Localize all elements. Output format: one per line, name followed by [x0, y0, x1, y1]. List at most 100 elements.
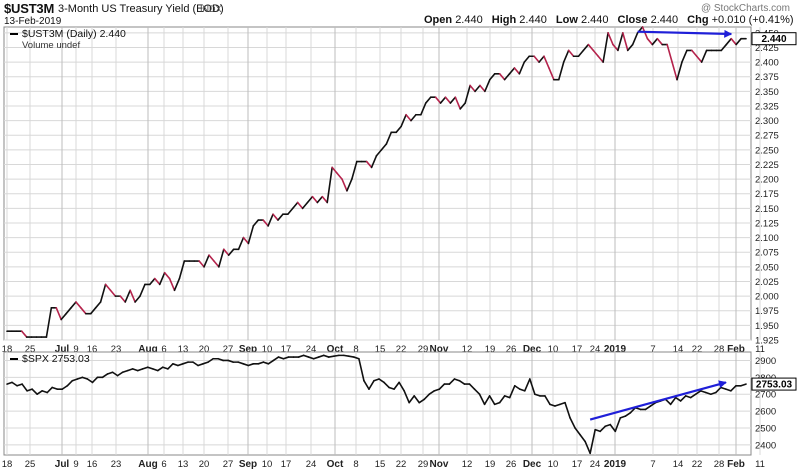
x-tick-label: 20: [199, 459, 210, 470]
chg-label: Chg: [687, 14, 709, 26]
series-segment: [121, 369, 129, 374]
series-segment: [587, 43, 595, 52]
x-tick-label: 10: [262, 344, 273, 355]
series-segment: [689, 393, 697, 399]
series-segment: [287, 207, 294, 216]
series-segment: [398, 381, 405, 392]
x-tick-label: 17: [281, 344, 292, 355]
series-segment: [651, 37, 659, 46]
y-tick-label: 2.275: [755, 131, 779, 142]
series-segment: [423, 393, 431, 401]
y-tick-label: 2600: [755, 407, 776, 418]
y-tick-label: 2400: [755, 440, 776, 451]
series-segment: [129, 289, 136, 303]
series-segment: [666, 43, 673, 63]
x-tick-label: 2019: [604, 344, 627, 355]
symbol-description: 3-Month US Treasury Yield (EOD): [58, 3, 224, 15]
series-segment: [626, 43, 634, 52]
series-segment: [518, 61, 526, 75]
series-segment: [567, 49, 575, 58]
series-segment: [119, 295, 127, 303]
series-segment: [311, 195, 319, 204]
last-value-label: 2753.03: [756, 380, 793, 391]
ust3m-panel: 1.925 1.950 1.975 2.000 2.025 2.050 2.075 2.100…: [2, 26, 797, 355]
chg-value: +0.010 (+0.41%): [711, 14, 794, 26]
series-segment: [65, 307, 72, 315]
series-segment: [469, 84, 476, 93]
series-segment: [483, 395, 491, 406]
series-segment: [725, 37, 733, 46]
x-tick-label: 7: [650, 344, 655, 355]
series-segment: [11, 381, 18, 387]
x-tick-label: 20: [199, 344, 210, 355]
series-segment: [453, 378, 461, 382]
x-tick-label: 13: [178, 344, 189, 355]
series-segment: [597, 55, 604, 63]
legend-label: $SPX 2753.03: [22, 353, 90, 365]
series-segment: [604, 423, 612, 428]
x-tick-label: 24: [306, 459, 317, 470]
x-tick-label: Jul: [55, 459, 70, 470]
high-value: 2.440: [519, 14, 547, 26]
series-segment: [609, 423, 617, 433]
series-segment: [383, 381, 390, 389]
series-segment: [321, 195, 329, 204]
y-tick-label: 2.025: [755, 277, 779, 288]
series-line: [6, 354, 747, 455]
y-tick-label: 2.125: [755, 218, 779, 229]
series-segment: [291, 201, 299, 210]
series-segment: [222, 248, 230, 256]
series-segment: [75, 301, 82, 309]
series-segment: [373, 378, 380, 382]
x-tick-label: Feb: [727, 344, 745, 355]
series-segment: [674, 396, 682, 402]
series-segment: [358, 357, 365, 382]
series-segment: [296, 201, 304, 210]
series-segment: [614, 417, 622, 433]
series-segment: [217, 357, 224, 362]
series-segment: [267, 213, 274, 227]
ohlc-readout: Open 2.440 High 2.440 Low 2.440 Close 2.…: [424, 14, 800, 26]
series-segment: [227, 359, 235, 363]
series-segment: [91, 376, 99, 384]
series-segment: [331, 166, 338, 175]
series-segment: [267, 359, 275, 365]
series-segment: [151, 368, 159, 372]
chart-date: 13-Feb-2019: [4, 16, 62, 27]
series-segment: [237, 361, 245, 365]
low-label: Low: [555, 14, 578, 26]
series-segment: [395, 125, 402, 134]
series-segment: [710, 391, 717, 396]
series-segment: [316, 195, 324, 204]
series-segment: [629, 406, 637, 414]
series-segment: [203, 254, 210, 268]
x-tick-label: 12: [462, 459, 473, 470]
series-segment: [518, 388, 526, 392]
series-segment: [592, 49, 600, 58]
series-segment: [351, 160, 358, 180]
series-segment: [529, 378, 536, 396]
series-segment: [111, 371, 119, 377]
y-tick-label: 2.175: [755, 189, 779, 200]
series-segment: [139, 283, 146, 297]
x-tick-label: 22: [692, 344, 703, 355]
x-tick-label: 9: [73, 459, 78, 470]
series-segment: [378, 378, 385, 384]
series-segment: [375, 149, 383, 157]
x-tick-label: 8: [353, 459, 358, 470]
series-segment: [197, 363, 204, 367]
series-segment: [649, 401, 657, 407]
series-segment: [272, 356, 280, 362]
series-segment: [671, 61, 678, 81]
x-tick-label: Sep: [239, 344, 257, 355]
series-segment: [16, 383, 23, 387]
x-tick-label: 14: [673, 344, 684, 355]
series-segment: [622, 32, 629, 52]
series-segment: [322, 354, 330, 358]
series-segment: [735, 37, 742, 46]
series-segment: [631, 32, 639, 46]
series-segment: [126, 368, 134, 372]
series-segment: [317, 354, 325, 358]
series-segment: [116, 371, 124, 377]
